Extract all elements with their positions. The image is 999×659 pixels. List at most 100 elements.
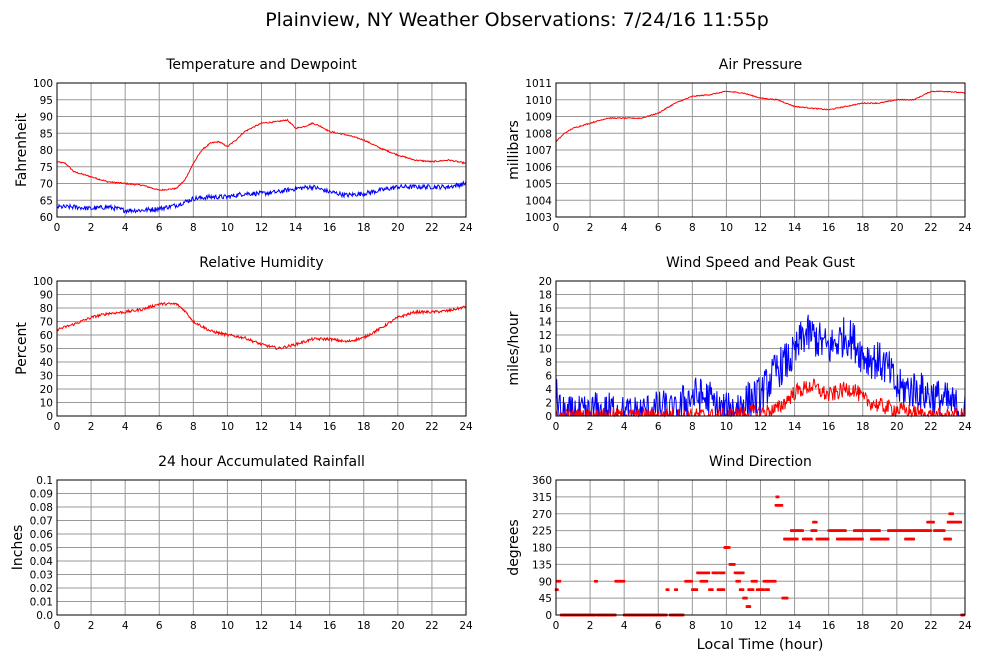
y-tick-label: 10 (40, 398, 53, 410)
x-tick-label: 12 (255, 620, 268, 632)
y-tick-label: 0 (545, 610, 552, 622)
wind-direction-point (777, 495, 780, 499)
wind-direction-point (595, 579, 598, 583)
y-tick-label: 1010 (525, 95, 552, 107)
chart-title: 24 hour Accumulated Rainfall (158, 454, 365, 470)
x-tick-label: 2 (587, 421, 594, 433)
y-tick-label: 270 (532, 509, 552, 521)
x-tick-label: 18 (357, 222, 370, 234)
x-tick-label: 0 (54, 620, 61, 632)
y-tick-label: 70 (40, 317, 53, 329)
y-tick-label: 12 (539, 330, 552, 342)
x-tick-label: 2 (587, 620, 594, 632)
x-tick-label: 8 (190, 421, 197, 433)
x-tick-label: 2 (88, 421, 95, 433)
y-tick-label: 100 (33, 276, 53, 288)
y-tick-label: 45 (539, 593, 552, 605)
x-tick-label: 14 (788, 620, 802, 632)
chart-title: Air Pressure (719, 57, 802, 73)
y-tick-label: 1006 (525, 162, 552, 174)
y-tick-label: 0.04 (30, 556, 54, 568)
y-tick-label: 0 (545, 411, 552, 423)
y-tick-label: 70 (40, 179, 53, 191)
wind-direction-point (556, 588, 559, 591)
y-tick-label: 75 (40, 162, 53, 174)
wind-direction-point (774, 579, 777, 583)
x-tick-label: 14 (788, 421, 802, 433)
wind-direction-point (878, 529, 881, 532)
wind-direction-point (861, 537, 864, 541)
x-tick-label: 22 (425, 421, 438, 433)
wind-direction-point (675, 588, 679, 591)
y-tick-label: 60 (40, 330, 53, 342)
x-tick-label: 20 (391, 222, 404, 234)
x-tick-label: 6 (655, 620, 662, 632)
plot-frame (555, 82, 966, 218)
y-tick-label: 180 (532, 543, 552, 555)
plot-frame (555, 479, 966, 616)
wind-direction-point (943, 529, 946, 532)
page-title: Plainview, NY Weather Observations: 7/24… (265, 9, 769, 31)
x-tick-label: 18 (856, 620, 869, 632)
x-tick-label: 24 (459, 620, 473, 632)
series-line-0 (56, 118, 466, 192)
x-tick-label: 4 (122, 620, 129, 632)
x-tick-label: 6 (655, 222, 662, 234)
x-tick-label: 24 (459, 421, 473, 433)
x-tick-label: 4 (122, 421, 129, 433)
y-tick-label: 6 (545, 371, 552, 383)
y-tick-label: 1003 (525, 212, 552, 224)
x-tick-label: 20 (890, 620, 903, 632)
x-tick-label: 6 (655, 421, 662, 433)
x-tick-label: 10 (720, 222, 733, 234)
wind-direction-point (844, 529, 847, 532)
y-tick-label: 1009 (525, 112, 552, 124)
wind-direction-point (742, 571, 745, 575)
wind-direction-point (751, 588, 755, 591)
y-tick-label: 20 (539, 276, 552, 288)
x-tick-label: 14 (289, 421, 303, 433)
y-tick-label: 0.01 (30, 597, 53, 609)
y-tick-label: 90 (539, 576, 552, 588)
x-tick-label: 22 (924, 421, 937, 433)
series-line-0 (56, 301, 467, 350)
x-tick-label: 14 (289, 222, 303, 234)
y-tick-label: 8 (545, 357, 552, 369)
series-line-0 (555, 314, 966, 418)
wind-direction-point (745, 596, 748, 600)
y-tick-label: 16 (539, 303, 553, 315)
y-axis-label: Fahrenheit (14, 112, 30, 187)
x-tick-label: 16 (323, 222, 337, 234)
y-tick-label: 0.02 (30, 583, 53, 595)
x-tick-label: 4 (122, 222, 129, 234)
x-tick-label: 18 (357, 620, 370, 632)
y-tick-label: 95 (40, 95, 53, 107)
x-axis-label: Local Time (hour) (697, 637, 824, 653)
x-tick-label: 8 (689, 421, 696, 433)
x-tick-label: 2 (88, 620, 95, 632)
wind-direction-point (949, 537, 952, 541)
x-tick-label: 16 (822, 421, 836, 433)
y-tick-label: 2 (545, 398, 552, 410)
wind-direction-point (711, 588, 714, 591)
x-tick-label: 8 (190, 620, 197, 632)
y-tick-label: 0.0 (36, 610, 53, 622)
y-tick-label: 30 (40, 371, 53, 383)
x-tick-label: 4 (621, 620, 628, 632)
wind-direction-point (741, 588, 745, 591)
plot-frame (56, 82, 467, 218)
x-tick-label: 10 (720, 620, 733, 632)
wind-direction-point (558, 579, 562, 583)
wind-direction-point (767, 588, 770, 591)
y-axis-label: Inches (10, 525, 26, 570)
x-tick-label: 24 (459, 222, 473, 234)
x-tick-label: 6 (156, 222, 163, 234)
y-tick-label: 0.06 (30, 529, 54, 541)
